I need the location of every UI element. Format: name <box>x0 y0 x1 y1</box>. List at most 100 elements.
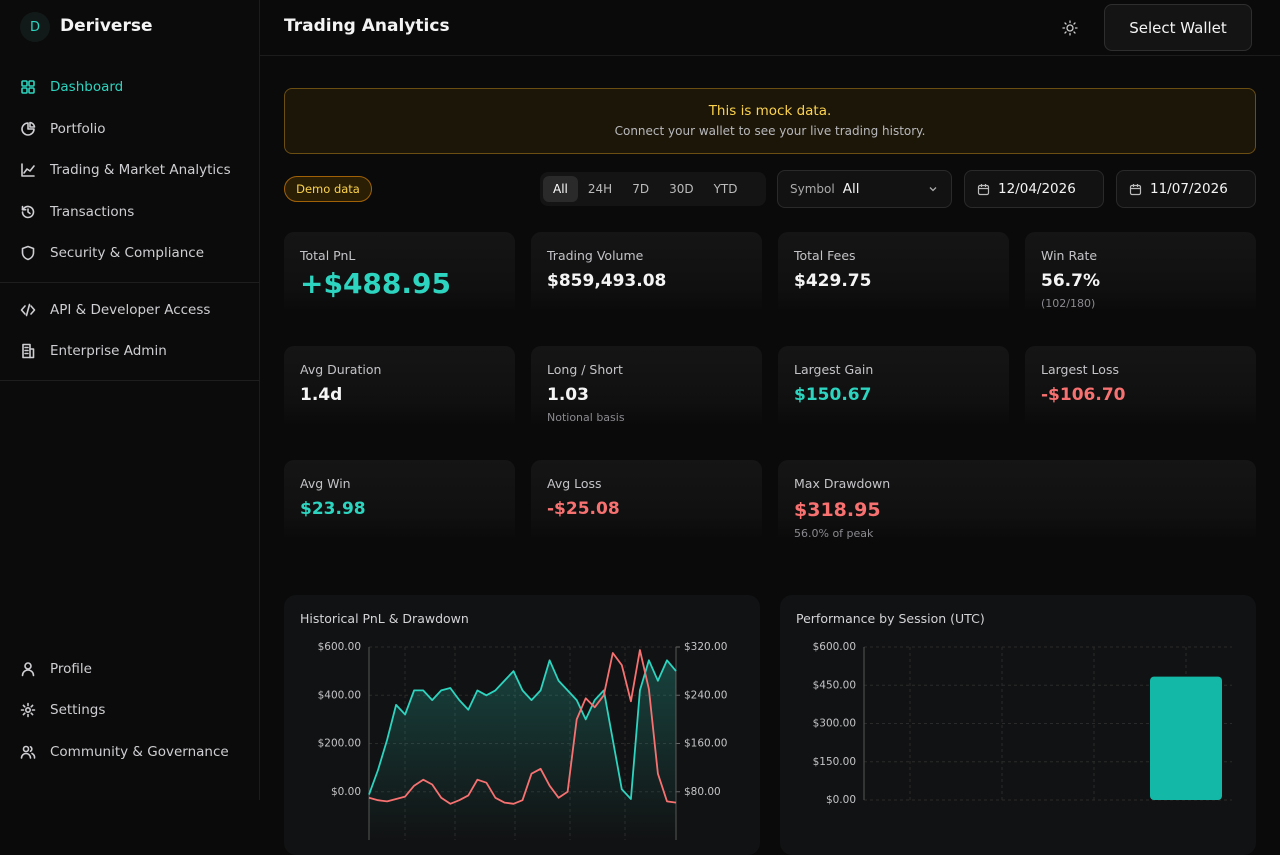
nav-icon <box>20 702 36 718</box>
range-option[interactable]: 7D <box>632 182 650 196</box>
nav-item[interactable]: Settings <box>20 698 105 722</box>
range-option[interactable]: 24H <box>587 182 613 196</box>
nav-icon <box>22 343 35 359</box>
range-option[interactable]: YTD <box>713 182 738 196</box>
stat-value: +$488.95 <box>300 267 451 300</box>
stat-value: -$106.70 <box>1041 385 1126 405</box>
stat-value: $150.67 <box>794 385 872 405</box>
nav-icon <box>21 80 35 94</box>
date-to[interactable]: 11/07/2026 <box>1116 170 1256 208</box>
stat-card: Trading Volume $859,493.08 <box>531 232 762 312</box>
nav-icon <box>21 245 35 261</box>
symbol-select[interactable]: Symbol All <box>777 170 952 208</box>
select-wallet-button[interactable]: Select Wallet <box>1104 4 1252 51</box>
page-title: Trading Analytics <box>284 16 450 36</box>
nav-icon <box>20 303 36 317</box>
y-tick-label: $600.00 <box>813 641 856 653</box>
nav-item[interactable]: API & Developer Access <box>20 298 210 322</box>
range-selector: All 24H 7D 30D YTD <box>540 172 766 206</box>
area <box>369 660 676 840</box>
stat-value: 56.7% <box>1041 271 1100 291</box>
calendar-icon <box>1129 183 1142 195</box>
stat-label: Avg Loss <box>547 476 602 491</box>
stat-card: Long / Short 1.03 Notional basis <box>531 346 762 426</box>
stat-card: Avg Duration 1.4d <box>284 346 515 426</box>
stat-value: -$25.08 <box>547 499 620 519</box>
stat-note: 56.0% of peak <box>794 527 874 540</box>
stat-label: Largest Loss <box>1041 362 1119 377</box>
line <box>368 659 677 800</box>
y-tick-label: $200.00 <box>318 738 361 750</box>
nav-label: API & Developer Access <box>50 302 211 318</box>
sidebar: D Deriverse Dashboard Portfolio Trading & … <box>0 0 260 800</box>
banner-text: Connect your wallet to see your live tra… <box>614 124 926 138</box>
bar <box>1150 676 1222 800</box>
calendar-icon <box>977 183 990 195</box>
separator <box>0 380 260 381</box>
nav-item[interactable]: Portfolio <box>20 117 106 141</box>
y-tick-label: $0.00 <box>826 794 856 806</box>
y-tick-label: $0.00 <box>331 786 361 798</box>
nav-label: Settings <box>50 702 106 718</box>
stat-value: $429.75 <box>794 271 872 291</box>
range-option[interactable]: 30D <box>669 182 694 196</box>
chart-panel: Performance by Session (UTC) $600.00 $450… <box>780 595 1256 855</box>
y-tick-label: $400.00 <box>318 689 361 701</box>
stat-label: Total Fees <box>794 248 856 263</box>
theme-toggle[interactable] <box>1062 20 1078 36</box>
stat-card: Total PnL +$488.95 <box>284 232 515 312</box>
stat-label: Avg Duration <box>300 362 382 377</box>
brand-name: Deriverse <box>60 16 153 36</box>
nav-item[interactable]: Trading & Market Analytics <box>20 158 231 182</box>
nav-item[interactable]: Transactions <box>20 200 134 224</box>
stat-card: Avg Loss -$25.08 <box>531 460 762 540</box>
stat-label: Win Rate <box>1041 248 1098 263</box>
nav-icon <box>20 745 36 759</box>
stat-label: Long / Short <box>547 362 623 377</box>
stat-note: (102/180) <box>1041 297 1096 310</box>
nav-item[interactable]: Enterprise Admin <box>20 339 167 363</box>
stat-value: $23.98 <box>300 499 366 519</box>
nav-label: Community & Governance <box>50 744 229 760</box>
stat-card: Largest Gain $150.67 <box>778 346 1009 426</box>
nav-label: Portfolio <box>50 121 106 137</box>
stat-label: Total PnL <box>300 248 356 263</box>
stat-label: Trading Volume <box>547 248 644 263</box>
stat-card: Avg Win $23.98 <box>284 460 515 540</box>
chart: $600.00 $400.00 $200.00 $0.00 $320.00 $240.00… <box>318 641 727 840</box>
date-value: 11/07/2026 <box>1150 181 1228 197</box>
y2-tick-label: $240.00 <box>684 689 727 701</box>
nav-item[interactable]: Community & Governance <box>20 740 229 764</box>
y2-tick-label: $320.00 <box>684 641 727 653</box>
stat-card: Total Fees $429.75 <box>778 232 1009 312</box>
nav-label: Profile <box>50 661 92 677</box>
stat-card: Largest Loss -$106.70 <box>1025 346 1256 426</box>
stat-label: Max Drawdown <box>794 476 891 491</box>
stat-value: 1.4d <box>300 385 343 405</box>
nav-icon <box>21 121 36 136</box>
chart-title: Performance by Session (UTC) <box>796 611 985 626</box>
stat-card: Max Drawdown $318.95 56.0% of peak <box>778 460 1256 540</box>
nav-label: Transactions <box>50 204 135 220</box>
stat-value: 1.03 <box>547 385 589 405</box>
mock-data-banner: This is mock data. Connect your wallet t… <box>284 88 1256 154</box>
range-option[interactable]: All <box>543 176 578 202</box>
stat-value: $318.95 <box>794 499 881 521</box>
y-tick-label: $300.00 <box>813 718 856 730</box>
nav-label: Dashboard <box>50 79 124 95</box>
y2-tick-label: $80.00 <box>684 786 721 798</box>
nav-item[interactable]: Dashboard <box>20 75 123 99</box>
y-tick-label: $450.00 <box>813 679 856 691</box>
demo-badge: Demo data <box>284 176 372 202</box>
nav-icon <box>21 662 35 677</box>
nav-item[interactable]: Security & Compliance <box>20 241 204 265</box>
chart-title: Historical PnL & Drawdown <box>300 611 469 626</box>
date-from[interactable]: 12/04/2026 <box>964 170 1104 208</box>
stat-label: Largest Gain <box>794 362 874 377</box>
nav-label: Enterprise Admin <box>50 343 167 359</box>
nav-label: Security & Compliance <box>50 245 205 261</box>
stat-note: Notional basis <box>547 411 625 424</box>
nav-item[interactable]: Profile <box>20 657 92 681</box>
chevron <box>929 187 937 192</box>
